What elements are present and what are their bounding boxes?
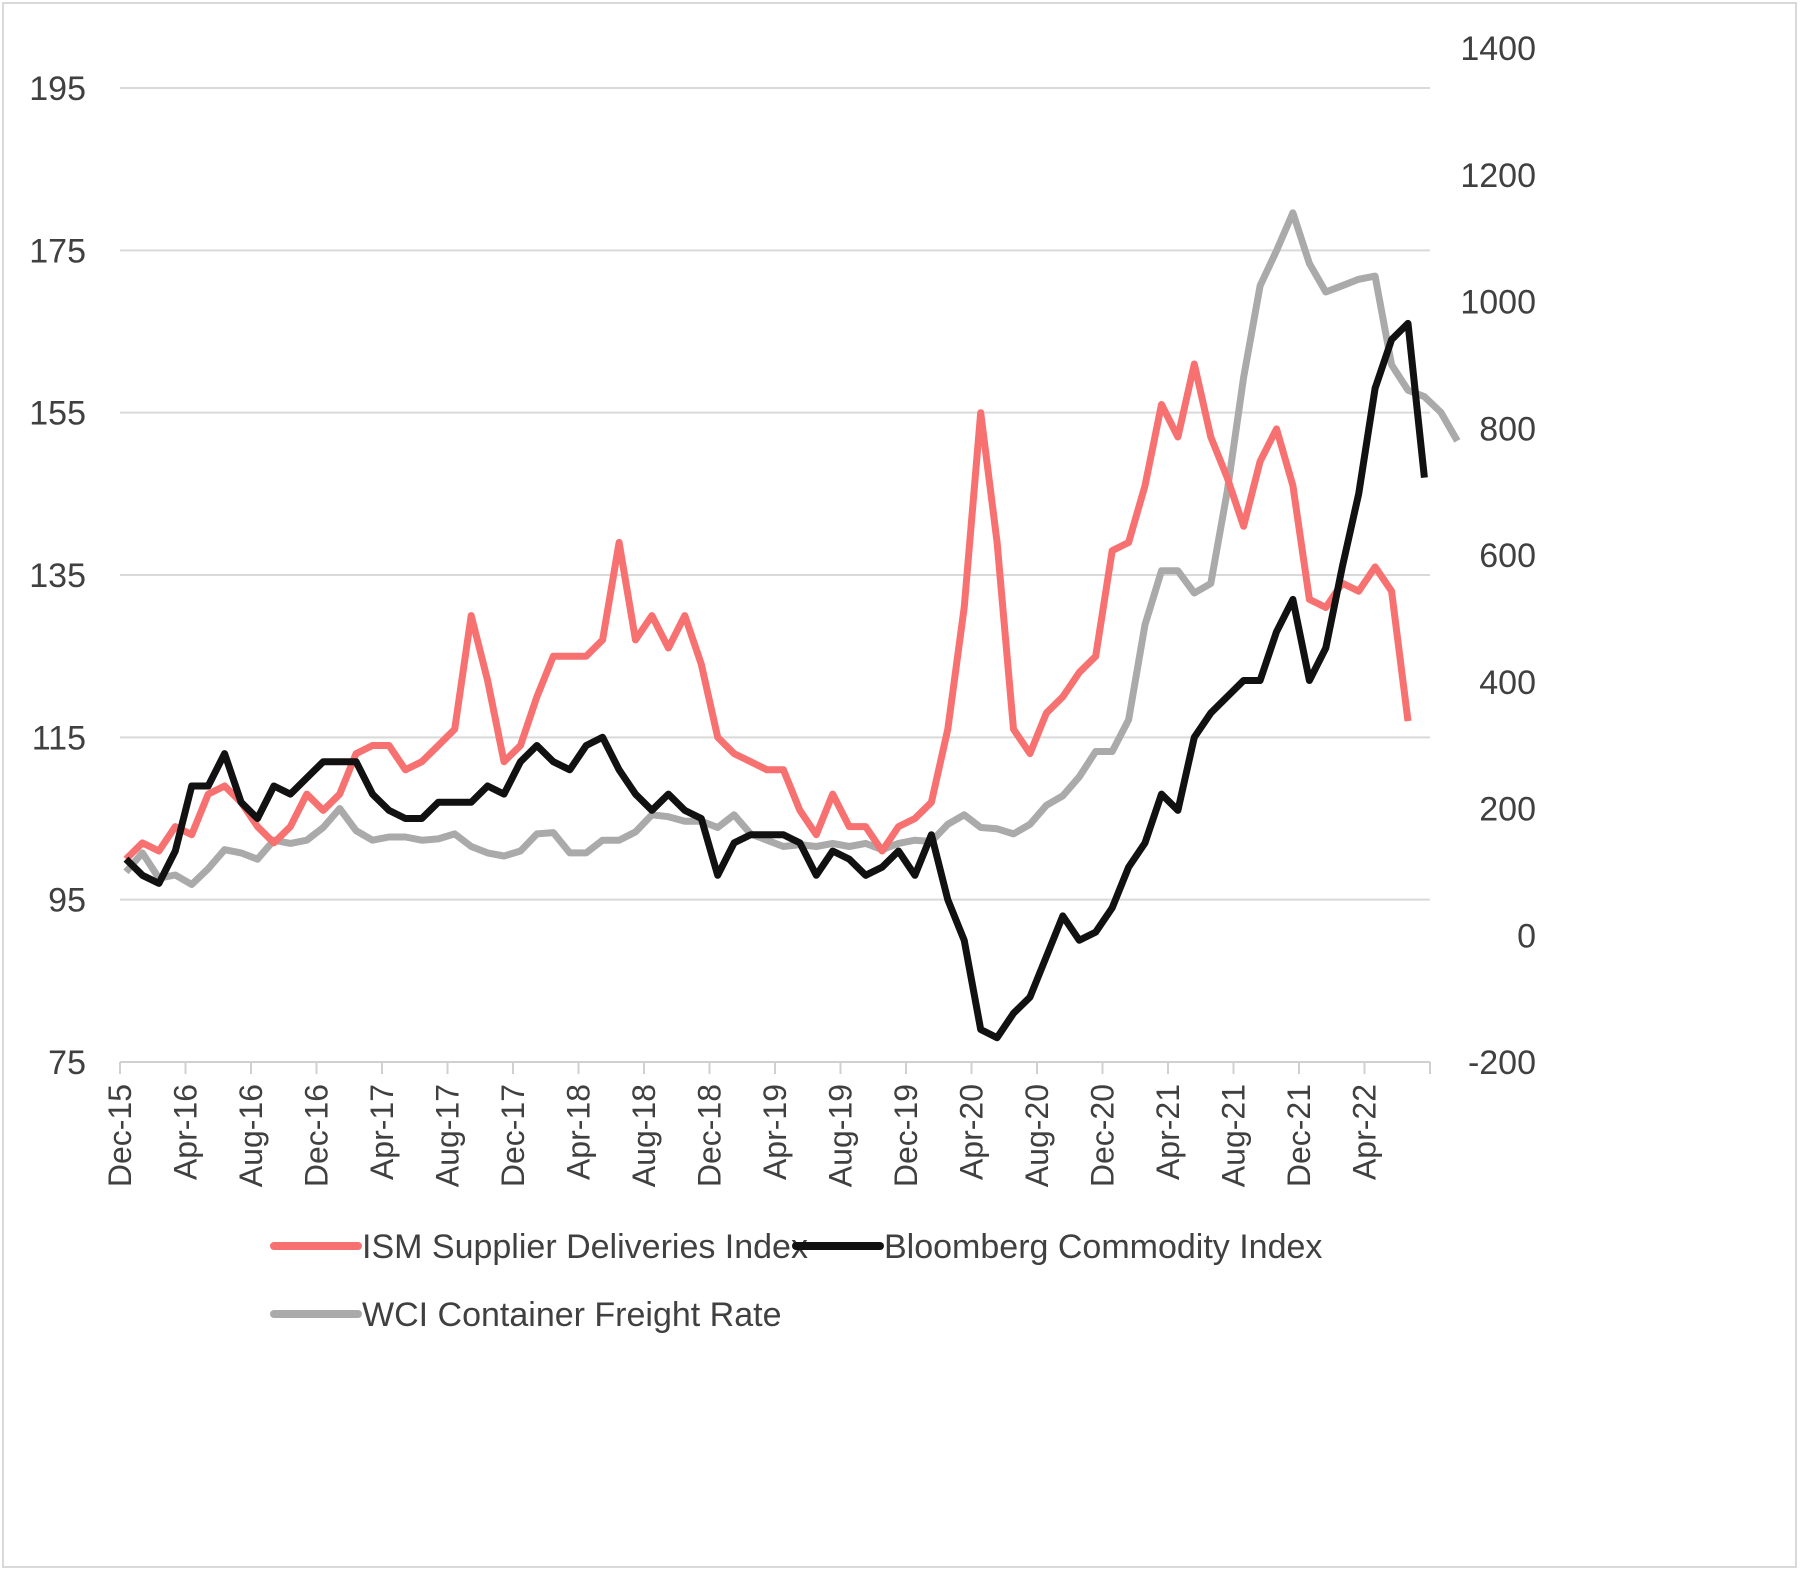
y-right-tick-label: 800 bbox=[1479, 410, 1536, 448]
y-left-tick-label: 135 bbox=[29, 557, 86, 595]
x-tick-label: Aug-17 bbox=[430, 1084, 466, 1187]
x-tick-label: Dec-16 bbox=[299, 1084, 335, 1187]
series-line-wci-container-freight-rate bbox=[123, 209, 1461, 888]
x-tick-label: Apr-21 bbox=[1150, 1084, 1186, 1180]
x-tick-label: Apr-22 bbox=[1347, 1084, 1383, 1180]
legend-item: Bloomberg Commodity Index bbox=[792, 1228, 1322, 1266]
y-left-tick-label: 155 bbox=[29, 395, 86, 433]
x-tick-label: Dec-20 bbox=[1085, 1084, 1121, 1187]
x-tick-label: Aug-18 bbox=[626, 1084, 662, 1187]
y-right-tick-label: 200 bbox=[1479, 791, 1536, 829]
y-right-tick-label: 0 bbox=[1517, 917, 1536, 955]
x-tick-label: Dec-19 bbox=[888, 1084, 924, 1187]
x-tick-label: Aug-21 bbox=[1216, 1084, 1252, 1187]
axes: 195 175 155 135 115 95 75 1400 1200 1000 800 600 400… bbox=[29, 30, 1536, 1187]
y-left-tick-label: 175 bbox=[29, 232, 86, 270]
series-line-ism-supplier-deliveries-index bbox=[123, 360, 1412, 862]
y-right-tick-label: 1000 bbox=[1460, 284, 1536, 322]
y-left-tick-label: 75 bbox=[48, 1044, 86, 1082]
gridlines bbox=[120, 87, 1430, 901]
x-tick-label: Dec-15 bbox=[102, 1084, 138, 1187]
legend-item: WCI Container Freight Rate bbox=[270, 1296, 782, 1334]
x-tick-label: Aug-16 bbox=[233, 1084, 269, 1187]
legend-item: ISM Supplier Deliveries Index bbox=[270, 1228, 808, 1266]
y-right-tick-label: 1200 bbox=[1460, 157, 1536, 195]
y-left-tick-label: 115 bbox=[32, 719, 86, 757]
legend-label: WCI Container Freight Rate bbox=[362, 1296, 782, 1334]
x-tick-label: Dec-21 bbox=[1281, 1084, 1317, 1187]
y-left-tick-label: 195 bbox=[29, 70, 86, 108]
x-tick-label: Aug-20 bbox=[1019, 1084, 1055, 1187]
legend-label: ISM Supplier Deliveries Index bbox=[362, 1228, 808, 1266]
line-chart: 195 175 155 135 115 95 75 1400 1200 1000 800 600 400… bbox=[29, 30, 1536, 1334]
x-tick-label: Apr-17 bbox=[364, 1084, 400, 1180]
series-lines bbox=[123, 209, 1461, 1042]
y-left-tick-label: 95 bbox=[48, 882, 86, 920]
x-tick-label: Apr-20 bbox=[954, 1084, 990, 1180]
series-line-bloomberg-commodity-index bbox=[123, 319, 1428, 1042]
y-right-tick-label: 400 bbox=[1479, 664, 1536, 702]
x-tick-label: Dec-17 bbox=[495, 1084, 531, 1187]
x-tick-label: Apr-16 bbox=[168, 1084, 204, 1180]
legend-label: Bloomberg Commodity Index bbox=[884, 1228, 1322, 1266]
y-right-tick-label: 600 bbox=[1479, 537, 1536, 575]
legend: ISM Supplier Deliveries Index Bloomberg C… bbox=[270, 1228, 1322, 1334]
x-tick-label: Dec-18 bbox=[692, 1084, 728, 1187]
x-tick-label: Apr-18 bbox=[561, 1084, 597, 1180]
x-tick-label: Apr-19 bbox=[757, 1084, 793, 1180]
y-right-tick-label: -200 bbox=[1468, 1044, 1536, 1082]
x-tick-label: Aug-19 bbox=[823, 1084, 859, 1187]
y-right-tick-label: 1400 bbox=[1460, 30, 1536, 68]
